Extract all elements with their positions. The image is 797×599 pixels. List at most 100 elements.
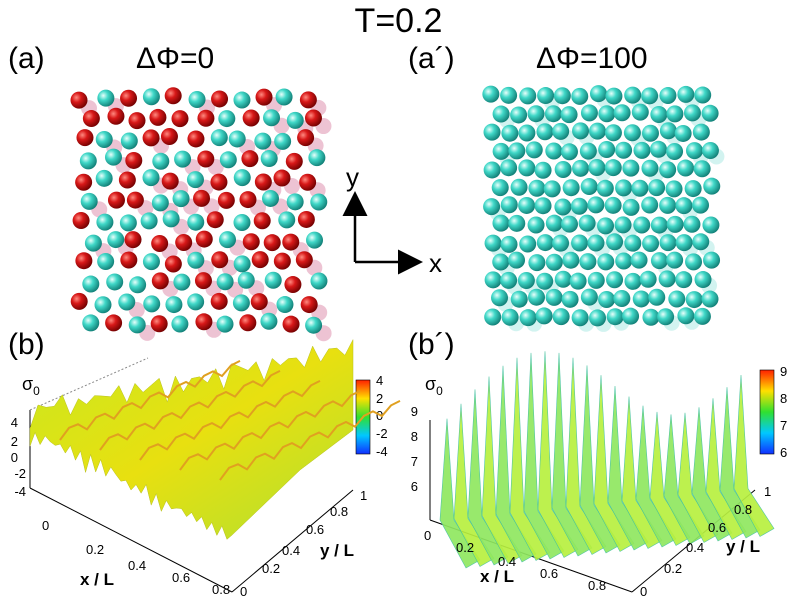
cyan-particle: [552, 122, 570, 140]
cyan-particle: [519, 87, 537, 105]
cyan-particle: [142, 169, 160, 187]
xtick-bp-4: 0.8: [588, 578, 606, 593]
cyan-particle: [544, 105, 562, 123]
cbar-bp-tick-3: 6: [780, 445, 787, 460]
cyan-particle: [528, 288, 546, 306]
cyan-particle: [570, 197, 588, 215]
cyan-particle: [579, 142, 597, 160]
red-particle: [255, 88, 273, 106]
cyan-particle: [492, 214, 510, 232]
cyan-particle: [228, 130, 246, 148]
cyan-particle: [187, 251, 205, 269]
xtick-b-4: 0.8: [212, 582, 230, 597]
ytick-bp-0: 0: [640, 584, 647, 599]
cyan-particle: [659, 234, 677, 252]
cyan-particle: [484, 271, 502, 289]
panel-label-b-prime: (b´): [408, 328, 455, 361]
red-particle: [128, 112, 146, 130]
cyan-particle: [519, 235, 537, 253]
red-particle: [210, 292, 228, 310]
cyan-particle: [254, 132, 272, 150]
red-particle: [239, 191, 257, 209]
cyan-particle: [500, 159, 518, 177]
cyan-particle: [483, 198, 501, 216]
ylabel-b-prime: y / L: [726, 537, 760, 556]
red-particle: [76, 129, 94, 147]
cyan-particle: [142, 88, 160, 106]
cyan-particle: [152, 152, 170, 170]
cyan-particle: [650, 216, 668, 234]
cyan-particle: [642, 308, 660, 326]
cyan-particle: [666, 251, 684, 269]
cyan-particle: [510, 178, 528, 196]
cyan-particle: [650, 252, 668, 270]
red-particle: [164, 87, 182, 105]
red-particle: [253, 212, 271, 230]
red-particle: [300, 296, 318, 314]
surface-ridge: [99, 369, 281, 451]
red-particle: [72, 212, 90, 230]
cyan-particle: [605, 87, 623, 105]
cyan-particle: [216, 315, 234, 333]
red-particle: [118, 171, 136, 189]
surface-ridge: [219, 399, 401, 481]
cyan-particle: [562, 251, 580, 269]
red-particle: [124, 231, 142, 249]
cyan-particle: [186, 171, 204, 189]
cyan-particle: [641, 87, 659, 105]
cyan-particle: [606, 271, 624, 289]
cyan-particle: [659, 122, 677, 140]
red-particle: [164, 255, 182, 273]
red-particle: [297, 210, 315, 228]
red-particle: [171, 110, 189, 128]
cbar-bp-tick-1: 8: [780, 391, 787, 406]
red-particle: [82, 110, 100, 128]
red-particle: [304, 109, 322, 127]
cyan-particle: [615, 252, 633, 270]
xtick-b-0: 0: [42, 518, 49, 533]
red-particle: [149, 108, 167, 126]
cyan-particle: [508, 142, 526, 160]
red-particle: [206, 211, 224, 229]
red-particle: [282, 315, 300, 333]
cyan-particle: [598, 105, 616, 123]
cyan-particle: [624, 234, 642, 252]
cyan-particle: [260, 312, 278, 330]
cyan-particle: [598, 291, 616, 309]
ztick-bp-3: 6: [411, 479, 418, 494]
red-particle: [241, 150, 259, 168]
panel-header-a-prime: ΔΦ=100: [536, 42, 648, 75]
cyan-particle: [528, 254, 546, 272]
cyan-particle: [517, 271, 535, 289]
cyan-particle: [684, 180, 702, 198]
cyan-particle: [665, 180, 683, 198]
cyan-particle: [604, 196, 622, 214]
cyan-particle: [545, 253, 563, 271]
cyan-particle: [580, 104, 598, 122]
cyan-particle: [587, 234, 605, 252]
cyan-particle: [82, 275, 100, 293]
panel-label-a-prime: (a´): [408, 42, 455, 75]
cyan-particle: [518, 124, 536, 142]
cyan-particle: [510, 106, 528, 124]
cyan-particle: [104, 148, 122, 166]
xtick-bp-0: 0: [424, 528, 431, 543]
cyan-particle: [571, 234, 589, 252]
cyan-particle: [632, 290, 650, 308]
cyan-particle: [588, 159, 606, 177]
cyan-particle: [534, 197, 552, 215]
cyan-particle: [308, 149, 326, 167]
cyan-particle: [659, 196, 677, 214]
cyan-particle: [508, 214, 526, 232]
cyan-particle: [118, 293, 136, 311]
cyan-particle: [615, 179, 633, 197]
surface-ridge: [179, 389, 361, 471]
xtick-b-2: 0.4: [128, 558, 146, 573]
cyan-particle: [483, 123, 501, 141]
particle-snapshot-a: [70, 87, 332, 342]
cyan-particle: [624, 272, 642, 290]
cyan-particle: [571, 87, 589, 105]
red-particle: [195, 230, 213, 248]
cyan-particle: [527, 105, 545, 123]
cyan-particle: [571, 309, 589, 327]
